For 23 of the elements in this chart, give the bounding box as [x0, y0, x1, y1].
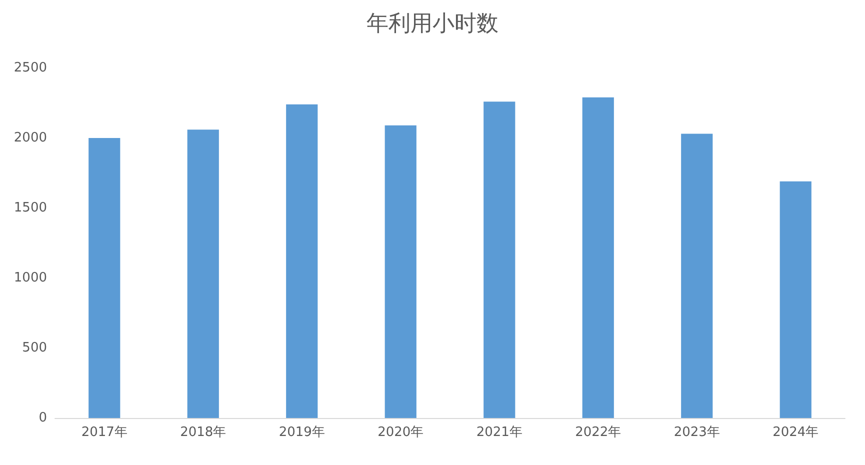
x-tick-label: 2020年	[378, 425, 424, 440]
x-tick-label: 2018年	[180, 425, 226, 440]
y-tick-label: 1500	[14, 200, 47, 216]
bar	[187, 130, 219, 418]
y-tick-label: 500	[22, 340, 47, 356]
x-tick-label: 2021年	[476, 425, 522, 440]
x-tick-label: 2024年	[772, 425, 819, 440]
chart-title: 年利用小时数	[366, 12, 498, 36]
bar	[88, 138, 120, 418]
x-tick-label: 2022年	[575, 425, 622, 440]
bar	[384, 125, 416, 418]
x-tick-label: 2023年	[674, 425, 720, 440]
bar	[582, 97, 614, 418]
y-tick-label: 1000	[14, 270, 47, 286]
bar	[681, 134, 713, 418]
bar	[286, 104, 318, 418]
x-tick-label: 2019年	[278, 425, 325, 440]
bar	[780, 181, 812, 418]
y-tick-label: 0	[38, 410, 47, 426]
y-tick-label: 2500	[14, 60, 47, 76]
bar	[484, 102, 516, 418]
x-tick-label: 2017年	[81, 425, 128, 440]
y-tick-label: 2000	[14, 130, 47, 146]
